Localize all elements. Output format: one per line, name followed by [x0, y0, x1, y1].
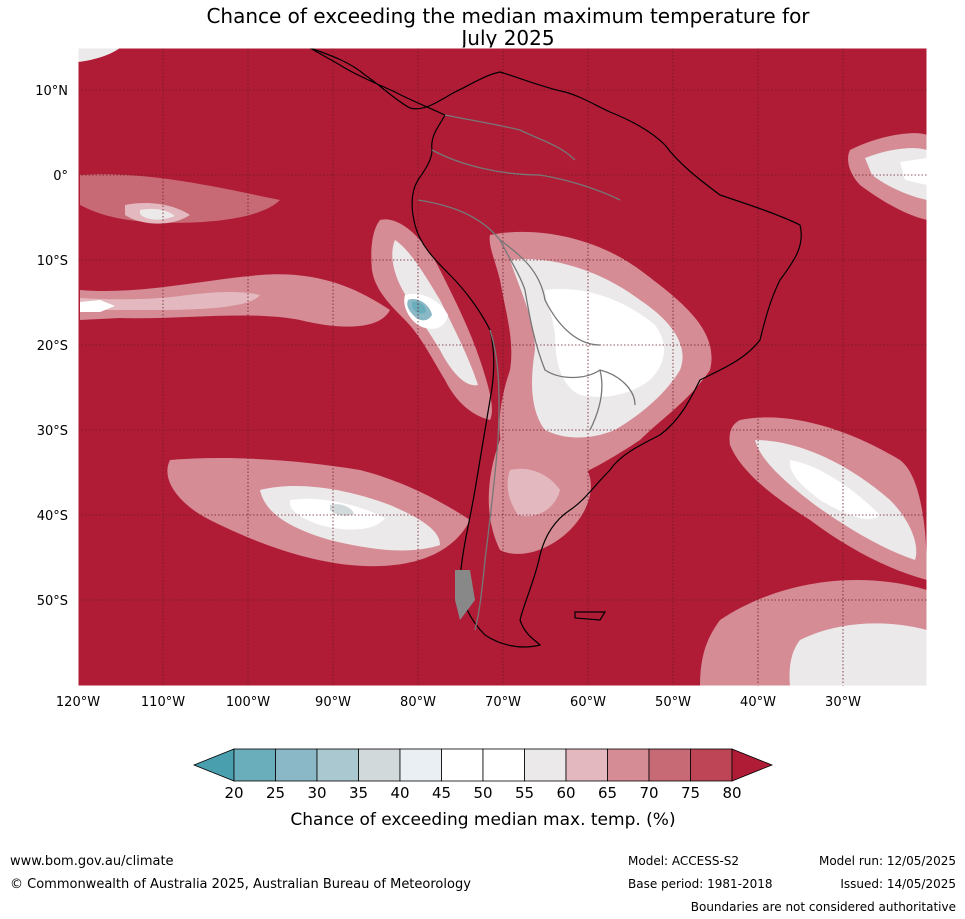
colorbar-tick: 50 — [473, 784, 492, 802]
colorbar-cell — [482, 748, 525, 782]
colorbar-above-extension — [731, 748, 774, 782]
model-text: Model: ACCESS-S2 — [628, 854, 739, 868]
longitude-labels: 120°W 110°W 100°W 90°W 80°W 70°W 60°W 50… — [56, 695, 861, 710]
model-run-text: Model run: 12/05/2025 — [819, 854, 956, 868]
copyright-text: © Commonwealth of Australia 2025, Austra… — [10, 877, 471, 892]
issued-text: Issued: 14/05/2025 — [840, 877, 956, 891]
colorbar-tick: 25 — [266, 784, 285, 802]
colorbar: 20 25 30 35 40 45 50 55 60 65 70 75 80 Chance of exc… — [192, 748, 774, 830]
lon-label: 80°W — [400, 695, 436, 710]
probability-shading — [78, 48, 927, 686]
latitude-labels: 10°N 0° 10°S 20°S 30°S 40°S 50°S — [35, 84, 68, 609]
colorbar-tick: 35 — [349, 784, 368, 802]
colorbar-tick: 30 — [307, 784, 326, 802]
base-period-text: Base period: 1981-2018 — [628, 877, 773, 891]
colorbar-cell — [690, 748, 733, 782]
lon-label: 110°W — [141, 695, 185, 710]
colorbar-below-extension — [192, 748, 235, 782]
south-america-coastline — [309, 47, 802, 648]
lat-label: 30°S — [37, 424, 68, 439]
colorbar-tick: 75 — [681, 784, 700, 802]
lon-label: 60°W — [570, 695, 606, 710]
lat-label: 50°S — [37, 594, 68, 609]
falkland-islands — [574, 611, 607, 621]
colorbar-tick: 80 — [722, 784, 741, 802]
colorbar-cell — [316, 748, 359, 782]
country-borders — [417, 114, 636, 631]
lat-label: 0° — [53, 169, 68, 184]
colorbar-cell — [565, 748, 608, 782]
map-background — [78, 48, 927, 686]
colorbar-cell — [275, 748, 318, 782]
colorbar-tick-labels: 20 25 30 35 40 45 50 55 60 65 70 75 80 — [224, 784, 741, 802]
lon-label: 40°W — [740, 695, 776, 710]
colorbar-cell — [233, 748, 276, 782]
lon-label: 120°W — [56, 695, 100, 710]
colorbar-cell — [524, 748, 567, 782]
lat-label: 10°S — [37, 254, 68, 269]
gridlines — [78, 48, 927, 686]
colorbar-cell — [607, 748, 650, 782]
colorbar-cell — [399, 748, 442, 782]
map-panel — [77, 47, 928, 687]
lon-label: 70°W — [485, 695, 521, 710]
map-frame — [77, 47, 928, 687]
colorbar-cell — [441, 748, 484, 782]
colorbar-cells — [233, 748, 733, 782]
lon-label: 100°W — [226, 695, 270, 710]
colorbar-label: Chance of exceeding median max. temp. (%… — [290, 810, 675, 830]
colorbar-tick: 65 — [598, 784, 617, 802]
map-title-line1: Chance of exceeding the median maximum t… — [206, 4, 810, 28]
disclaimer-text: Boundaries are not considered authoritat… — [691, 900, 956, 914]
colorbar-tick: 70 — [639, 784, 658, 802]
lon-label: 30°W — [825, 695, 861, 710]
website-link[interactable]: www.bom.gov.au/climate — [10, 854, 174, 869]
colorbar-cell — [648, 748, 691, 782]
lat-label: 10°N — [35, 84, 68, 99]
colorbar-tick: 55 — [515, 784, 534, 802]
lon-label: 50°W — [655, 695, 691, 710]
lat-label: 40°S — [37, 509, 68, 524]
colorbar-tick: 60 — [556, 784, 575, 802]
lon-label: 90°W — [315, 695, 351, 710]
lat-label: 20°S — [37, 339, 68, 354]
colorbar-tick: 20 — [224, 784, 243, 802]
patagonia-ice-mask — [455, 570, 475, 620]
colorbar-cell — [358, 748, 401, 782]
map-title-line2: July 2025 — [459, 26, 554, 50]
colorbar-tick: 45 — [432, 784, 451, 802]
colorbar-tick: 40 — [390, 784, 409, 802]
